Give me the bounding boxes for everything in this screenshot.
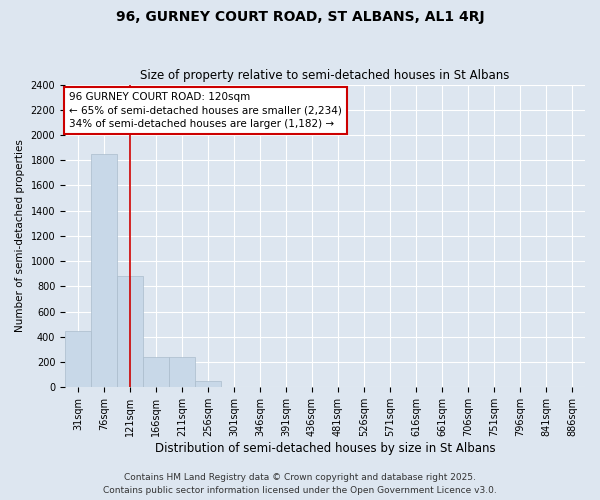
Text: 96, GURNEY COURT ROAD, ST ALBANS, AL1 4RJ: 96, GURNEY COURT ROAD, ST ALBANS, AL1 4R… bbox=[116, 10, 484, 24]
Bar bbox=[195, 381, 221, 388]
Text: 96 GURNEY COURT ROAD: 120sqm
← 65% of semi-detached houses are smaller (2,234)
3: 96 GURNEY COURT ROAD: 120sqm ← 65% of se… bbox=[69, 92, 342, 128]
Bar bbox=[169, 357, 195, 388]
Y-axis label: Number of semi-detached properties: Number of semi-detached properties bbox=[15, 140, 25, 332]
Bar bbox=[143, 357, 169, 388]
Bar bbox=[65, 330, 91, 388]
Bar bbox=[117, 276, 143, 388]
Title: Size of property relative to semi-detached houses in St Albans: Size of property relative to semi-detach… bbox=[140, 69, 510, 82]
Bar bbox=[91, 154, 117, 388]
Text: Contains HM Land Registry data © Crown copyright and database right 2025.
Contai: Contains HM Land Registry data © Crown c… bbox=[103, 474, 497, 495]
X-axis label: Distribution of semi-detached houses by size in St Albans: Distribution of semi-detached houses by … bbox=[155, 442, 496, 455]
